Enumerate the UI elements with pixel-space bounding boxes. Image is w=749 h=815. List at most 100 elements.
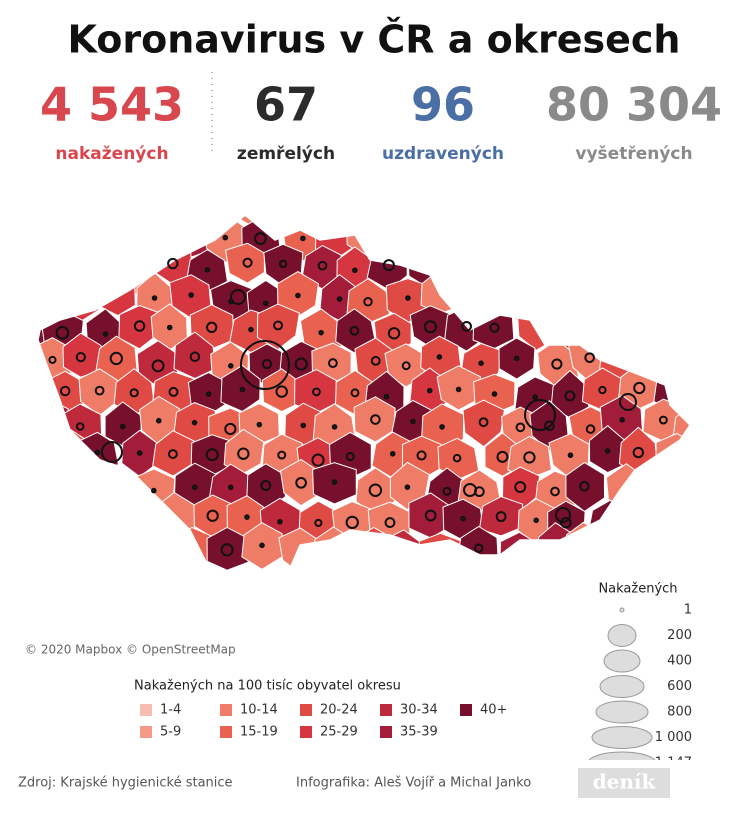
district: [638, 213, 678, 256]
district: [546, 179, 585, 222]
district: [585, 303, 623, 350]
district: [443, 180, 480, 223]
ring: [406, 485, 410, 489]
ring: [338, 297, 342, 301]
ring: [229, 485, 233, 489]
district: [566, 221, 606, 261]
district: [194, 187, 232, 227]
source: Zdroj: Krajské hygienické stanice: [18, 776, 233, 791]
ring: [157, 419, 161, 423]
credit: Infografika: Aleš Vojíř a Michal Janko: [296, 776, 531, 791]
ring: [229, 364, 233, 368]
legend-label: 1-4: [160, 703, 181, 718]
ring: [479, 361, 483, 365]
district: [711, 469, 749, 515]
district: [87, 496, 128, 538]
ring: [606, 449, 610, 453]
size-label: 1: [684, 603, 692, 618]
ring: [515, 357, 519, 361]
legend-label: 5-9: [160, 725, 181, 740]
district: [479, 244, 516, 285]
district: [33, 531, 71, 578]
ring: [245, 515, 249, 519]
ring: [241, 388, 245, 392]
size-circle: [620, 608, 624, 612]
district: [695, 496, 734, 541]
district: [499, 276, 536, 320]
district: [675, 524, 716, 566]
legend-swatch: [380, 704, 392, 716]
size-label: 400: [667, 654, 692, 669]
stat-label: vyšetřených: [575, 144, 692, 164]
size-label: 1 000: [655, 730, 692, 745]
district: [647, 272, 685, 317]
legend-swatch: [140, 726, 152, 738]
ring: [206, 268, 210, 272]
logo: deník: [593, 770, 657, 794]
district: [673, 405, 711, 452]
district: [300, 177, 339, 222]
legend-label: 20-24: [320, 703, 358, 718]
district: [12, 371, 53, 415]
stat-value: 96: [411, 78, 475, 132]
district: [327, 182, 370, 226]
stat-label: uzdravených: [382, 144, 504, 164]
district: [657, 177, 699, 224]
legend-label: 35-39: [400, 725, 438, 740]
district: [476, 178, 515, 220]
district: [681, 214, 719, 262]
size-label: 200: [667, 628, 692, 643]
size-circle: [592, 727, 652, 749]
size-circle: [608, 625, 636, 647]
ring: [153, 296, 157, 300]
stat-label: nakažených: [55, 144, 168, 164]
ring: [534, 519, 538, 523]
district: [623, 492, 660, 537]
ring: [406, 296, 410, 300]
district: [712, 344, 749, 385]
district: [515, 244, 553, 284]
district: [130, 217, 171, 261]
ring: [264, 301, 268, 305]
district: [80, 175, 121, 225]
ring: [457, 388, 461, 392]
ring: [207, 392, 211, 396]
ring: [258, 423, 262, 427]
district: [419, 533, 462, 577]
district: [713, 216, 749, 262]
ring: [391, 452, 395, 456]
legend-swatch: [220, 726, 232, 738]
ring: [353, 269, 357, 273]
district: [598, 214, 639, 256]
stat-value: 4 543: [40, 78, 184, 132]
map: [5, 175, 749, 578]
size-legend-title: Nakažených: [598, 582, 677, 597]
district: [693, 310, 735, 358]
legend-label: 25-29: [320, 725, 358, 740]
ring: [193, 421, 197, 425]
size-label: 800: [667, 705, 692, 720]
district: [12, 437, 51, 481]
legend-label: 15-19: [240, 725, 278, 740]
district: [646, 526, 687, 572]
district: [462, 216, 501, 258]
stat-label: zemřelých: [237, 144, 335, 164]
district: [677, 338, 718, 381]
district: [490, 214, 531, 258]
size-circle: [600, 676, 644, 698]
district: [62, 530, 105, 572]
district: [583, 247, 624, 288]
ring: [461, 517, 465, 521]
legend-swatch: [220, 704, 232, 716]
district: [716, 529, 749, 575]
district: [105, 215, 144, 257]
stats: 4 543nakažených67zemřelých96uzdravených8…: [40, 78, 722, 165]
district: [383, 530, 422, 577]
district: [332, 502, 373, 545]
ring: [438, 355, 442, 359]
district: [263, 176, 306, 225]
district: [121, 180, 159, 228]
district: [546, 246, 587, 294]
district: [406, 186, 444, 228]
